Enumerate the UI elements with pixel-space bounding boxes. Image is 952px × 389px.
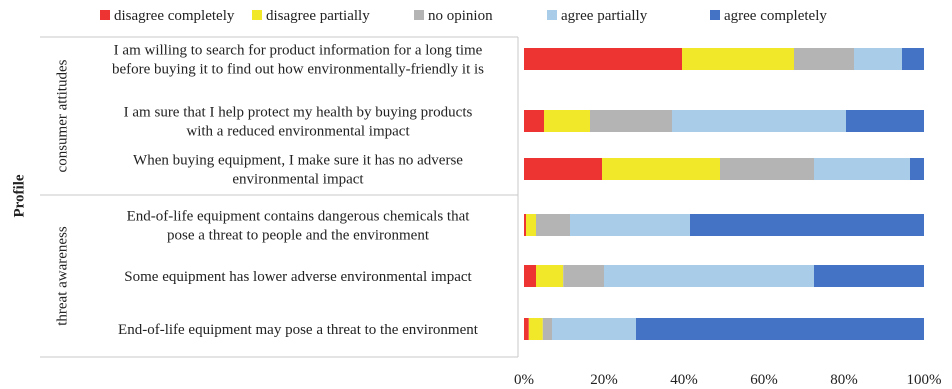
- bar-segment: [524, 214, 526, 236]
- bar-segment: [570, 214, 690, 236]
- bar-row: [524, 48, 924, 70]
- bar-segment: [528, 318, 543, 340]
- x-tick-label: 60%: [750, 372, 778, 388]
- bar-row: [524, 318, 924, 340]
- legend: disagree completely disagree partially no …: [100, 8, 827, 24]
- x-tick-label: 80%: [830, 372, 858, 388]
- legend-item: disagree partially: [252, 8, 370, 24]
- bar-segment: [590, 110, 672, 132]
- bar-row: [524, 265, 924, 287]
- legend-swatch: [100, 10, 110, 20]
- x-tick-label: 0%: [514, 372, 534, 388]
- bar-segment: [814, 265, 924, 287]
- bar-segment: [794, 48, 854, 70]
- legend-item: agree partially: [547, 8, 648, 24]
- legend-swatch: [547, 10, 557, 20]
- bar-segment: [524, 318, 529, 340]
- bar-segment: [902, 48, 924, 70]
- bar-segment: [552, 318, 636, 340]
- x-tick-label: 40%: [670, 372, 698, 388]
- bar-segment: [682, 48, 794, 70]
- bar-segment: [814, 158, 910, 180]
- bar-segment: [524, 158, 602, 180]
- bar-row: [524, 214, 924, 236]
- legend-item: disagree completely: [100, 8, 235, 24]
- bar-segment: [542, 318, 552, 340]
- legend-label: disagree completely: [114, 8, 235, 24]
- bar-segment: [524, 48, 682, 70]
- bar-segment: [604, 265, 814, 287]
- legend-swatch: [710, 10, 720, 20]
- bar-row: [524, 158, 924, 180]
- legend-label: agree completely: [724, 8, 827, 24]
- group-label: threat awareness: [54, 226, 70, 326]
- bar-segment: [524, 110, 544, 132]
- bar-segment: [690, 214, 924, 236]
- category-label: Some equipment has lower adverse environ…: [124, 269, 472, 285]
- bar-segment: [602, 158, 720, 180]
- bar-segment: [720, 158, 814, 180]
- bar-segment: [672, 110, 846, 132]
- category-label: When buying equipment, I make sure it ha…: [133, 153, 463, 188]
- bar-segment: [544, 110, 590, 132]
- category-label: End-of-life equipment contains dangerous…: [127, 209, 471, 244]
- y-axis-title: Profile: [11, 174, 27, 217]
- x-tick-label: 20%: [590, 372, 618, 388]
- category-label: I am willing to search for product infor…: [112, 43, 484, 78]
- bars: [524, 48, 924, 340]
- bar-segment: [536, 214, 570, 236]
- x-tick-label: 100%: [907, 372, 942, 388]
- legend-item: agree completely: [710, 8, 827, 24]
- group-labels: consumer attitudes threat awareness: [54, 59, 70, 325]
- bar-segment: [526, 214, 536, 236]
- bar-segment: [636, 318, 924, 340]
- legend-swatch: [252, 10, 262, 20]
- x-axis: 0% 20% 40% 60% 80% 100%: [514, 372, 942, 388]
- bar-row: [524, 110, 924, 132]
- bar-segment: [910, 158, 924, 180]
- legend-label: no opinion: [428, 8, 493, 24]
- legend-item: no opinion: [414, 8, 493, 24]
- category-label: I am sure that I help protect my health …: [124, 105, 473, 140]
- bar-segment: [536, 265, 564, 287]
- bar-segment: [846, 110, 924, 132]
- bar-segment: [854, 48, 902, 70]
- bar-segment: [524, 265, 536, 287]
- category-frame: [40, 36, 519, 358]
- category-labels: I am willing to search for product infor…: [112, 43, 484, 339]
- legend-swatch: [414, 10, 424, 20]
- category-label: End-of-life equipment may pose a threat …: [118, 322, 479, 338]
- legend-label: agree partially: [561, 8, 648, 24]
- bar-segment: [563, 265, 604, 287]
- legend-label: disagree partially: [266, 8, 370, 24]
- group-label: consumer attitudes: [54, 59, 70, 172]
